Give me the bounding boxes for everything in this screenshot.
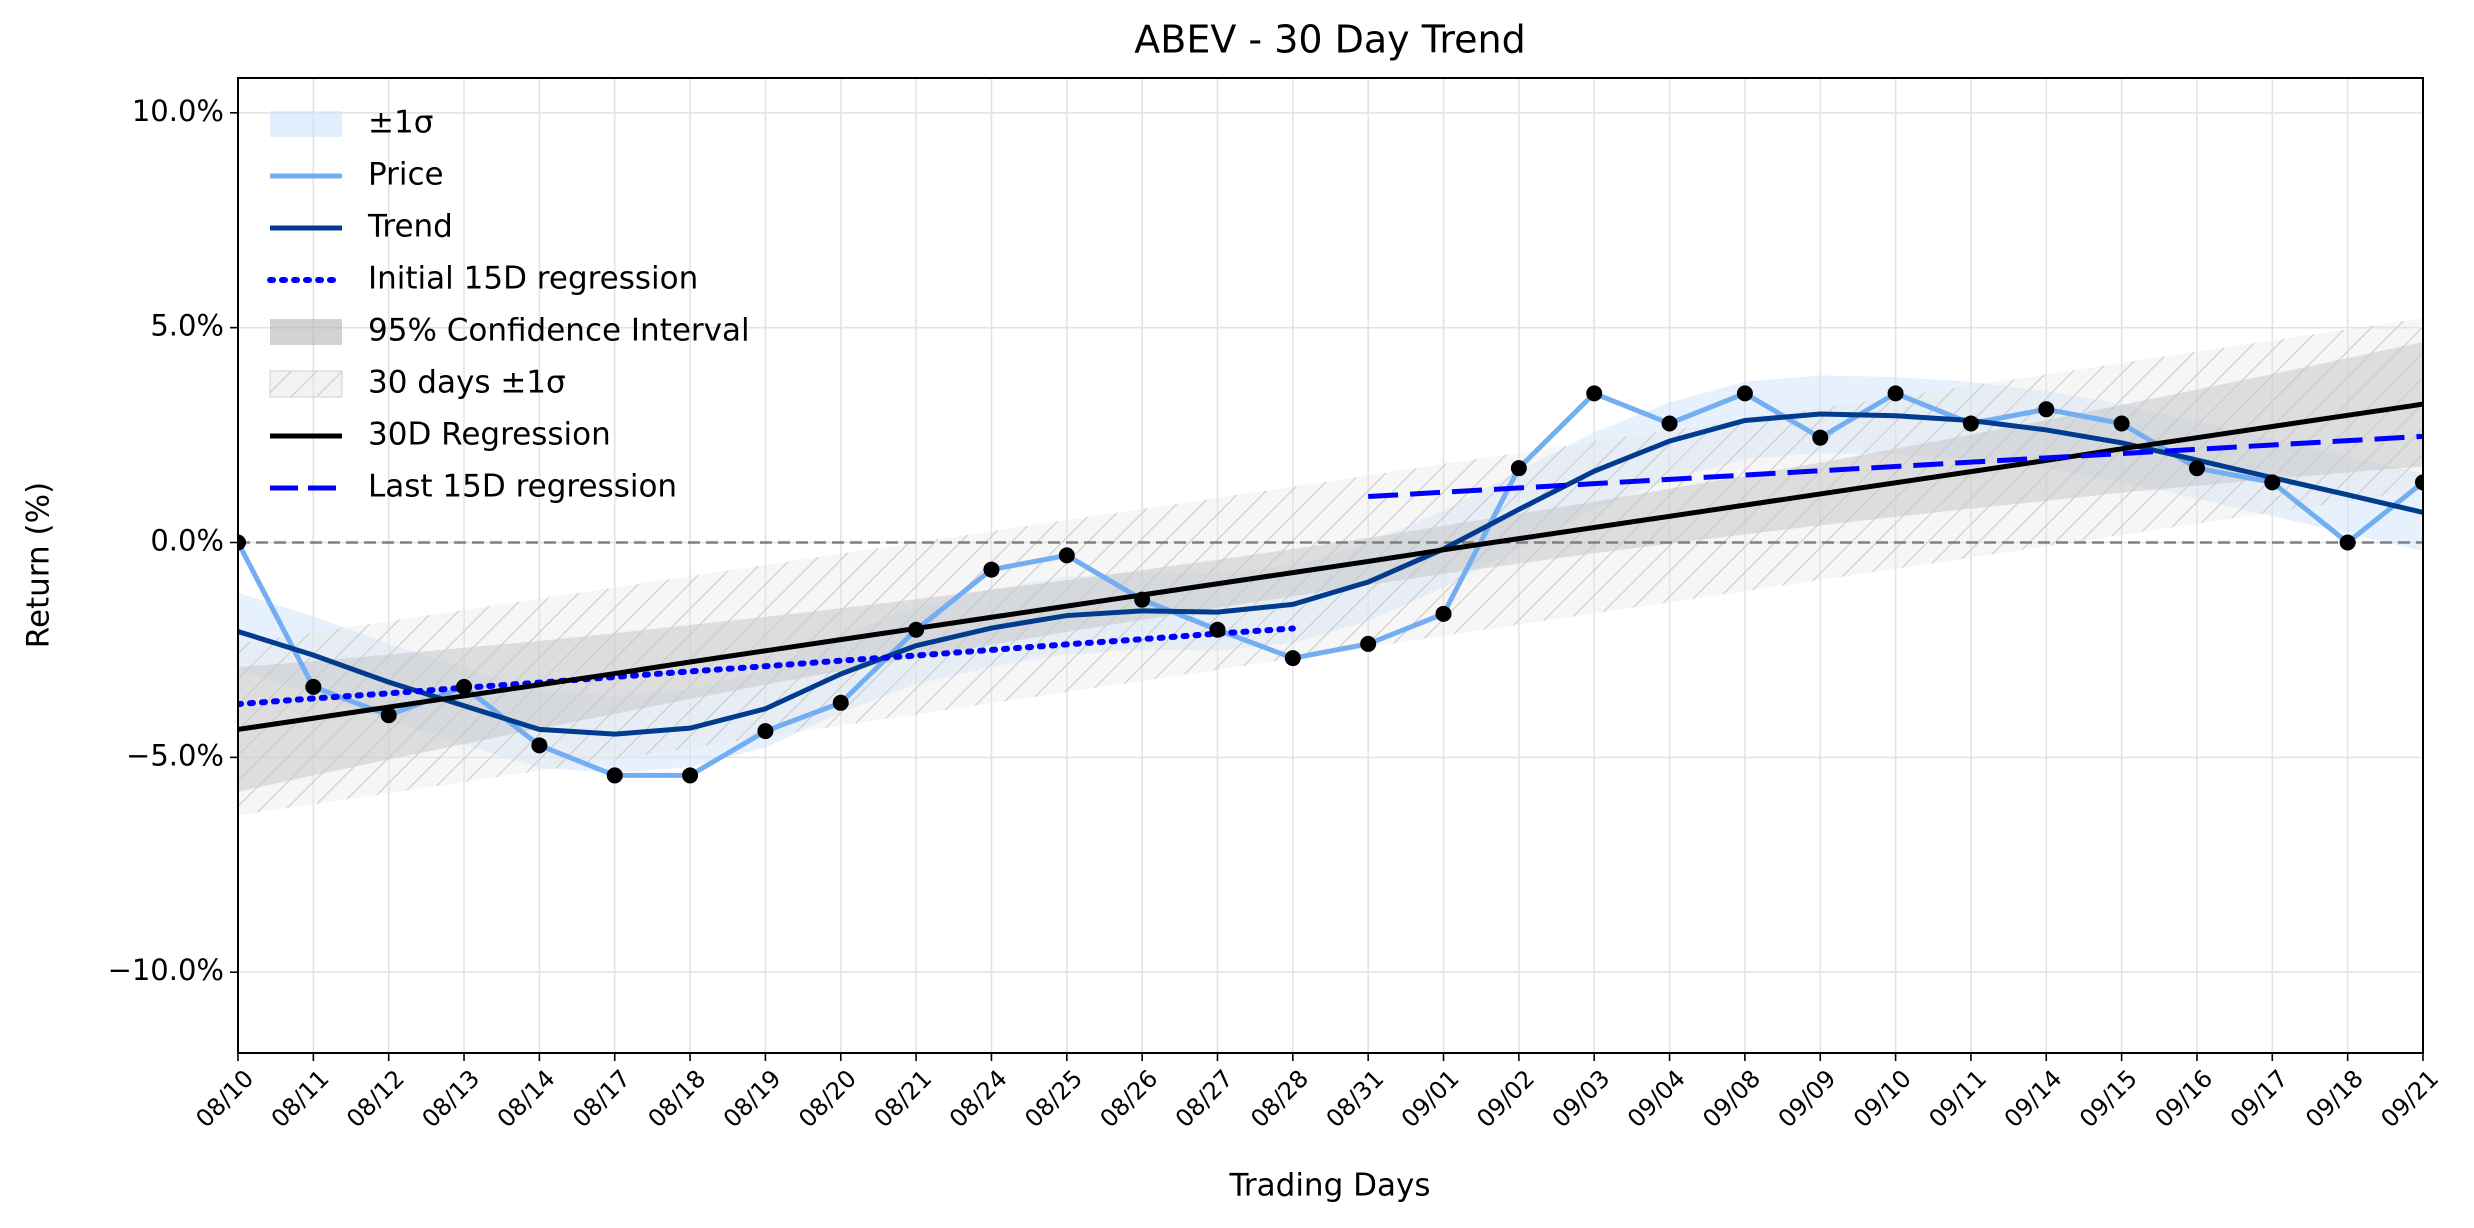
y-tick-label: 5.0%	[150, 309, 224, 343]
chart-title: ABEV - 30 Day Trend	[1134, 18, 1526, 62]
data-point	[832, 694, 849, 711]
y-tick-label: −10.0%	[108, 953, 224, 987]
data-point	[380, 707, 397, 724]
legend-swatch	[270, 111, 342, 137]
data-point	[1962, 415, 1979, 432]
legend-swatch-hatch	[270, 371, 342, 397]
legend-label: 30D Regression	[368, 417, 611, 453]
data-point	[531, 737, 548, 754]
data-point	[1887, 385, 1904, 402]
data-point	[2038, 401, 2055, 418]
legend-label: Initial 15D regression	[368, 261, 698, 297]
y-tick-label: −5.0%	[126, 738, 224, 772]
data-point	[1661, 415, 1678, 432]
data-point	[757, 723, 774, 740]
data-point	[1209, 621, 1226, 638]
y-axis-label: Return (%)	[21, 482, 57, 648]
line	[238, 625, 1296, 708]
plot-frame	[237, 77, 2424, 1054]
legend: ±1σ Price Trend Initial 15D regression 95% C…	[267, 105, 750, 505]
legend-label: ±1σ	[368, 105, 433, 141]
y-tick-label: 0.0%	[150, 524, 224, 558]
line	[238, 411, 2423, 737]
data-point	[1058, 547, 1075, 564]
data-point	[1284, 650, 1301, 667]
legend-label: Price	[368, 157, 444, 193]
line	[238, 390, 2423, 778]
data-point	[238, 534, 246, 551]
legend-label: Last 15D regression	[368, 469, 677, 505]
data-point	[1435, 605, 1452, 622]
data-point	[1736, 385, 1753, 402]
data-point	[1812, 429, 1829, 446]
legend-swatch	[270, 319, 342, 345]
data-point	[2415, 474, 2423, 491]
data-point	[1586, 385, 1603, 402]
data-point	[908, 621, 925, 638]
plot-area	[238, 318, 2423, 816]
data-point	[2188, 460, 2205, 477]
data-point	[456, 678, 473, 695]
data-point	[2113, 415, 2130, 432]
data-point	[682, 767, 699, 784]
data-point	[606, 767, 623, 784]
data-point	[2264, 474, 2281, 491]
data-point	[2339, 534, 2356, 551]
legend-label: Trend	[367, 209, 453, 245]
data-point	[1134, 591, 1151, 608]
data-point	[1360, 635, 1377, 652]
legend-label: 95% Confidence Interval	[368, 313, 750, 349]
legend-label: 30 days ±1σ	[368, 365, 566, 401]
data-point	[1510, 460, 1527, 477]
x-axis-label: Trading Days	[1229, 1168, 1431, 1204]
line	[1368, 433, 2423, 500]
y-tick-label: 10.0%	[132, 94, 224, 128]
data-point	[983, 561, 1000, 578]
data-point	[305, 678, 322, 695]
